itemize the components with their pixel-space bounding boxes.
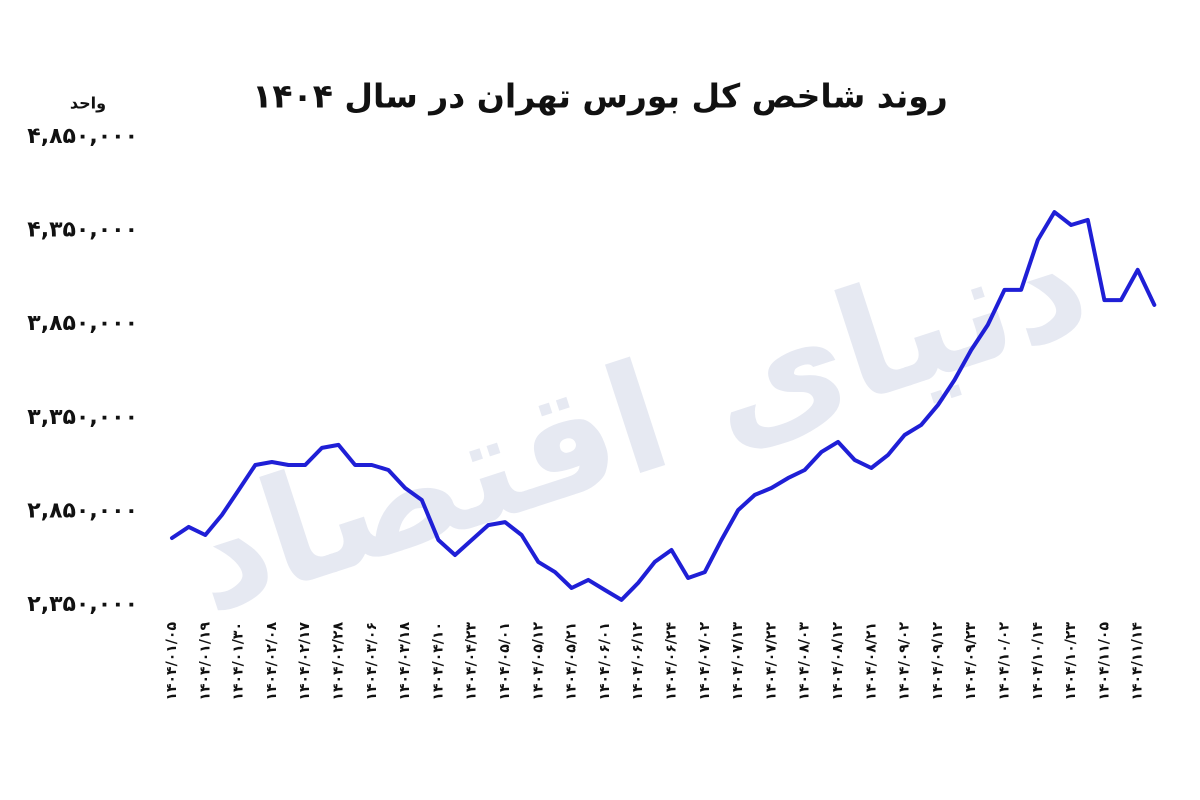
- x-tick-label: ۱۴۰۴/۰۴/۲۳: [464, 622, 480, 701]
- y-tick-label: ۳,۸۵۰,۰۰۰: [27, 311, 138, 336]
- y-tick-label: ۴,۸۵۰,۰۰۰: [27, 124, 138, 149]
- x-tick-label: ۱۴۰۴/۰۵/۲۱: [564, 622, 580, 701]
- x-tick-label: ۱۴۰۴/۰۱/۰۵: [164, 622, 180, 701]
- x-tick-label: ۱۴۰۴/۰۷/۱۳: [730, 622, 746, 701]
- watermark: دنیای اقتصاد: [167, 194, 1108, 648]
- x-tick-label: ۱۴۰۴/۰۵/۰۱: [497, 622, 513, 701]
- x-tick-label: ۱۴۰۴/۰۵/۱۲: [530, 622, 546, 701]
- x-tick-label: ۱۴۰۴/۱۰/۲۳: [1063, 622, 1079, 701]
- x-tick-label: ۱۴۰۴/۰۴/۱۰: [430, 622, 446, 701]
- x-tick-label: ۱۴۰۴/۰۱/۳۰: [231, 622, 247, 701]
- x-tick-label: ۱۴۰۴/۱۰/۰۲: [997, 622, 1013, 701]
- y-tick-label: ۲,۳۵۰,۰۰۰: [27, 592, 138, 617]
- x-tick-label: ۱۴۰۴/۰۸/۱۲: [830, 622, 846, 701]
- x-tick-label: ۱۴۰۴/۰۹/۰۲: [897, 622, 913, 701]
- x-tick-label: ۱۴۰۴/۰۲/۲۸: [331, 622, 347, 701]
- x-tick-label: ۱۴۰۴/۰۷/۰۲: [697, 622, 713, 701]
- y-tick-label: ۳,۳۵۰,۰۰۰: [27, 405, 138, 430]
- x-tick-label: ۱۴۰۴/۰۳/۱۸: [397, 622, 413, 701]
- x-tick-label: ۱۴۰۴/۰۶/۱۲: [630, 622, 646, 701]
- x-tick-label: ۱۴۰۴/۰۹/۲۳: [963, 622, 979, 701]
- y-tick-label: ۲,۸۵۰,۰۰۰: [27, 498, 138, 523]
- x-tick-label: ۱۴۰۴/۰۳/۰۶: [364, 622, 380, 701]
- x-tick-label: ۱۴۰۴/۰۹/۱۲: [930, 622, 946, 701]
- x-tick-label: ۱۴۰۴/۰۲/۱۷: [297, 622, 313, 701]
- x-tick-label: ۱۴۰۴/۱۱/۱۴: [1130, 622, 1146, 701]
- y-tick-label: ۴,۳۵۰,۰۰۰: [27, 218, 138, 243]
- chart-title: روند شاخص کل بورس تهران در سال ۱۴۰۴: [252, 77, 947, 117]
- x-tick-label: ۱۴۰۴/۰۶/۲۴: [664, 622, 680, 701]
- x-tick-label: ۱۴۰۴/۱۱/۰۵: [1096, 622, 1112, 701]
- x-tick-label: ۱۴۰۴/۰۲/۰۸: [264, 622, 280, 701]
- x-tick-label: ۱۴۰۴/۰۶/۰۱: [597, 622, 613, 701]
- x-tick-label: ۱۴۰۴/۰۷/۲۲: [763, 622, 779, 701]
- line-series: [170, 210, 1157, 602]
- x-tick-label: ۱۴۰۴/۱۰/۱۴: [1030, 622, 1046, 701]
- x-tick-label: ۱۴۰۴/۰۸/۲۱: [863, 622, 879, 701]
- y-axis-unit: واحد: [70, 94, 106, 113]
- x-tick-label: ۱۴۰۴/۰۱/۱۹: [197, 622, 213, 701]
- x-tick-label: ۱۴۰۴/۰۸/۰۳: [797, 622, 813, 701]
